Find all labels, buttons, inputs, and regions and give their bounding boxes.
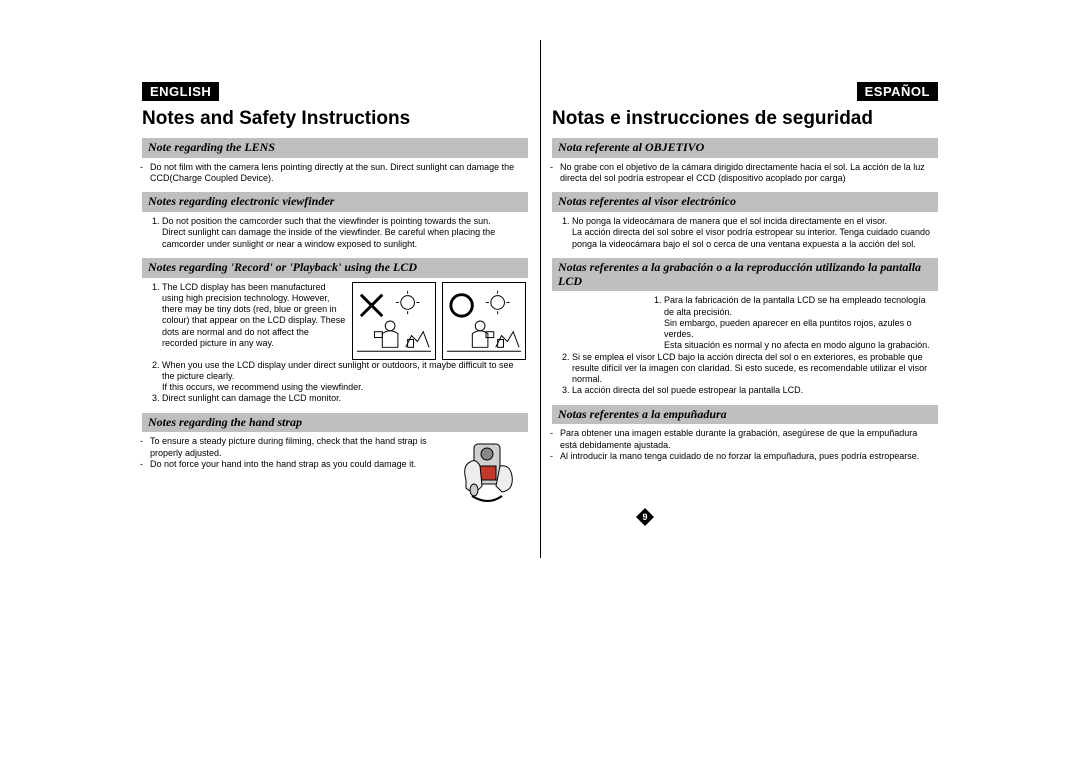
section-body-lcd-es: Para la fabricación de la pantalla LCD s… [552, 291, 938, 404]
page-title-left: Notes and Safety Instructions [142, 108, 528, 130]
text: Direct sunlight can damage the inside of… [162, 227, 495, 248]
list-item: Al introducir la mano tenga cuidado de n… [560, 451, 936, 462]
right-column: ESPAÑOL Notas e instrucciones de segurid… [540, 82, 950, 518]
text: La acción directa del sol sobre el visor… [572, 227, 930, 248]
list-item: Para obtener una imagen estable durante … [560, 428, 936, 451]
list-item: No ponga la videocámara de manera que el… [572, 216, 936, 250]
list-item: Para la fabricación de la pantalla LCD s… [664, 295, 936, 351]
section-body-lens: Do not film with the camera lens pointin… [142, 158, 528, 193]
section-header-empunadura: Notas referentes a la empuñadura [552, 405, 938, 425]
text: Do not position the camcorder such that … [162, 216, 491, 226]
list-item: No grabe con el objetivo de la cámara di… [560, 162, 936, 185]
section-body-visor: No ponga la videocámara de manera que el… [552, 212, 938, 258]
page-title-right: Notas e instrucciones de seguridad [552, 108, 938, 130]
center-divider [540, 40, 541, 558]
list-item: Do not position the camcorder such that … [162, 216, 526, 250]
list-item: The LCD display has been manufactured us… [162, 282, 346, 350]
section-body-empunadura: Para obtener una imagen estable durante … [552, 424, 938, 470]
list-item: Direct sunlight can damage the LCD monit… [162, 393, 526, 404]
text: Sin embargo, pueden aparecer en ella pun… [664, 318, 912, 339]
text: Para la fabricación de la pantalla LCD s… [664, 295, 926, 316]
page-number-badge: 9 [636, 508, 654, 526]
lang-tag-english: ENGLISH [142, 82, 219, 101]
illustration-lcd-left [352, 282, 436, 360]
section-header-objetivo: Nota referente al OBJETIVO [552, 138, 938, 158]
list-item: To ensure a steady picture during filmin… [150, 436, 444, 459]
illustration-hand-strap [452, 436, 526, 510]
illustration-lcd-right [442, 282, 526, 360]
text: No ponga la videocámara de manera que el… [572, 216, 887, 226]
section-body-lcd: The LCD display has been manufactured us… [142, 278, 528, 413]
section-header-lcd-es: Notas referentes a la grabación o a la r… [552, 258, 938, 292]
section-header-lens: Note regarding the LENS [142, 138, 528, 158]
text: If this occurs, we recommend using the v… [162, 382, 363, 392]
list-item: When you use the LCD display under direc… [162, 360, 526, 394]
lang-row: ENGLISH [142, 82, 528, 102]
text: Esta situación es normal y no afecta en … [664, 340, 930, 350]
text: When you use the LCD display under direc… [162, 360, 514, 381]
lang-row: ESPAÑOL [552, 82, 938, 102]
list-item: Do not film with the camera lens pointin… [150, 162, 526, 185]
section-header-lcd: Notes regarding 'Record' or 'Playback' u… [142, 258, 528, 278]
list-item: Si se emplea el visor LCD bajo la acción… [572, 352, 936, 386]
section-header-viewfinder: Notes regarding electronic viewfinder [142, 192, 528, 212]
section-header-strap: Notes regarding the hand strap [142, 413, 528, 433]
lang-tag-spanish: ESPAÑOL [857, 82, 938, 101]
list-item: La acción directa del sol puede estropea… [572, 385, 936, 396]
left-column: ENGLISH Notes and Safety Instructions No… [130, 82, 540, 518]
section-body-objetivo: No grabe con el objetivo de la cámara di… [552, 158, 938, 193]
section-body-viewfinder: Do not position the camcorder such that … [142, 212, 528, 258]
page-number: 9 [642, 512, 647, 522]
section-body-strap: To ensure a steady picture during filmin… [142, 432, 528, 518]
list-item: Do not force your hand into the hand str… [150, 459, 444, 470]
section-header-visor: Notas referentes al visor electrónico [552, 192, 938, 212]
manual-page: ENGLISH Notes and Safety Instructions No… [130, 82, 950, 518]
